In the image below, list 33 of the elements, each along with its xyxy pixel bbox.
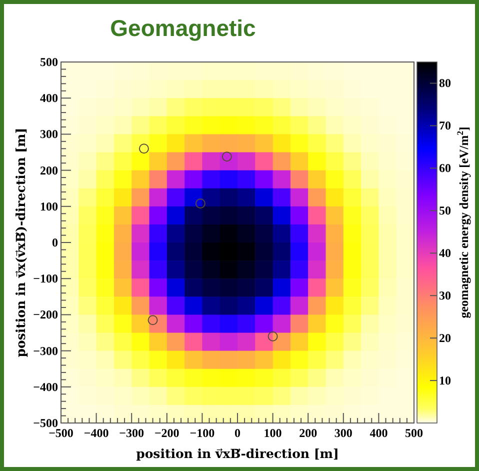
y-tick-label: −300 xyxy=(33,344,58,358)
color-bar-label: 10 xyxy=(439,374,451,388)
color-bar-label: 80 xyxy=(439,76,451,90)
x-tick-label: −300 xyxy=(119,426,144,440)
chart-title: Geomagnetic xyxy=(110,15,256,41)
y-tick-label: −100 xyxy=(33,272,58,286)
color-bar-label: 50 xyxy=(439,204,451,218)
color-bar-label: 60 xyxy=(439,161,451,176)
x-tick-label: 0 xyxy=(234,426,240,440)
y-tick-label: 300 xyxy=(40,127,58,142)
y-tick-label: 100 xyxy=(40,199,58,214)
y-tick-label: −200 xyxy=(33,308,58,322)
x-tick-label: 200 xyxy=(299,426,318,440)
color-bar-label: 30 xyxy=(439,288,451,303)
x-tick-label: −200 xyxy=(154,426,180,440)
x-tick-label: 400 xyxy=(370,426,388,440)
x-tick-label: 300 xyxy=(334,426,352,440)
y-tick-label: 400 xyxy=(40,91,58,106)
point xyxy=(148,315,158,326)
point xyxy=(138,144,149,154)
color-bar-label: 40 xyxy=(439,246,451,260)
y-tick-label: −400 xyxy=(33,380,58,394)
x-tick-label: −100 xyxy=(190,426,215,440)
point xyxy=(195,198,206,209)
x-tick-label: 100 xyxy=(264,426,282,440)
x-tick-label: −400 xyxy=(84,426,109,440)
point xyxy=(268,331,278,342)
y-tick-label: 200 xyxy=(40,163,58,178)
color-bar-label: 20 xyxy=(439,331,451,346)
y-tick-label: 0 xyxy=(52,236,58,250)
color-bar-label: 70 xyxy=(439,118,451,133)
y-tick-label: 500 xyxy=(40,55,58,69)
x-tick-label: 500 xyxy=(405,426,423,440)
